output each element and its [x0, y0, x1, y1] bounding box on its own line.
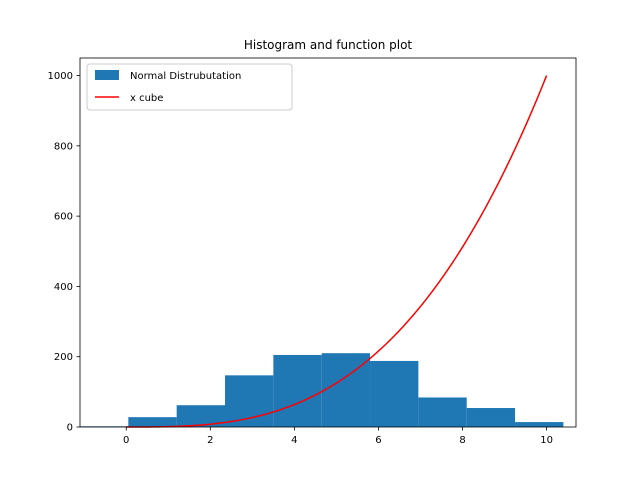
- x-tick-label: 8: [459, 435, 465, 446]
- x-tick-label: 0: [123, 435, 129, 446]
- chart-title: Histogram and function plot: [244, 38, 413, 52]
- x-tick-label: 10: [540, 435, 553, 446]
- legend-box: [86, 63, 293, 111]
- legend: Normal Distrubutation x cube: [86, 63, 293, 111]
- plot-frame: [79, 57, 577, 428]
- y-tick-label: 800: [54, 141, 73, 152]
- histogram-bar: [273, 354, 322, 427]
- y-tick-label: 200: [54, 352, 73, 363]
- y-tick-label: 600: [54, 212, 73, 223]
- y-tick-label: 400: [54, 282, 73, 293]
- histogram-bar: [225, 375, 274, 427]
- histogram-bar: [370, 360, 419, 427]
- histogram-bar: [466, 408, 516, 427]
- legend-swatch-histogram: [95, 70, 119, 80]
- y-tick-label: 1000: [48, 71, 73, 82]
- legend-label-histogram: Normal Distrubutation: [130, 71, 241, 82]
- y-tick-label: 0: [67, 423, 73, 434]
- x-tick-label: 6: [375, 435, 381, 446]
- x-tick-label: 2: [207, 435, 213, 446]
- x-cube-line: [126, 75, 548, 428]
- axes: 0 2 4 6 8 10 0 200 400 600 800 1000: [48, 71, 553, 446]
- histogram-bar: [128, 417, 177, 427]
- histogram-bar: [176, 405, 226, 427]
- x-tick-label: 4: [291, 435, 297, 446]
- histogram-bar: [418, 397, 467, 427]
- histogram-bar: [515, 422, 564, 427]
- legend-label-line: x cube: [130, 93, 163, 104]
